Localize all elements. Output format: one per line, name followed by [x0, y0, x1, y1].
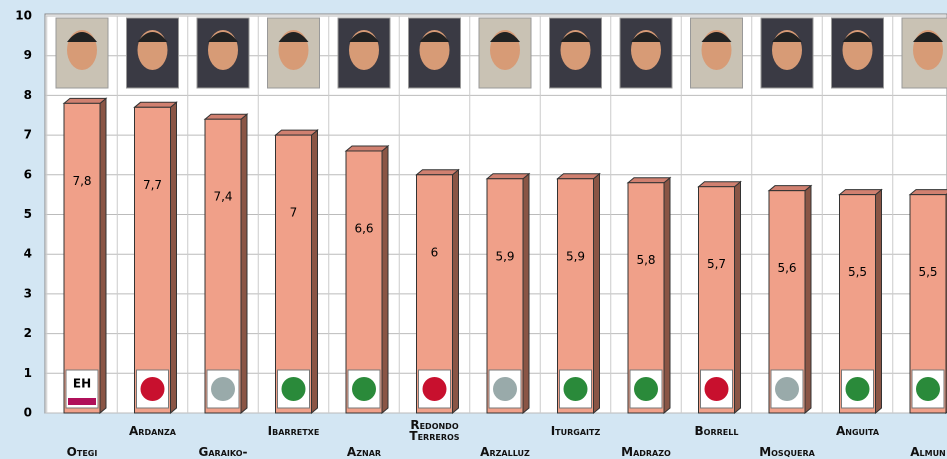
party-logo-mark — [563, 377, 588, 401]
value-label: 5,9 — [566, 249, 585, 263]
x-tick-label: Anguita — [835, 424, 880, 438]
photo-hair — [349, 32, 379, 42]
value-label: 7,7 — [143, 178, 162, 192]
x-tick-label: Madrazo — [621, 445, 671, 459]
photo-hair — [701, 32, 732, 42]
value-label: 5,6 — [777, 261, 796, 275]
x-tick-label: Almun — [910, 445, 946, 459]
bar-side — [170, 101, 177, 415]
y-tick-label: 5 — [24, 207, 32, 221]
bar-top — [415, 169, 460, 176]
bar-side — [240, 113, 248, 415]
value-label: 5,8 — [636, 253, 655, 267]
value-label: 7,4 — [213, 190, 232, 204]
party-logo-mark — [422, 377, 447, 401]
bar-top — [133, 101, 178, 108]
party-logo-mark — [775, 377, 799, 401]
bar-side — [311, 129, 318, 415]
y-tick-label: 2 — [24, 326, 32, 340]
y-tick-label: 0 — [24, 406, 32, 420]
party-logo-text: EH — [73, 377, 91, 391]
photo-hair — [208, 32, 238, 42]
party-logo-mark — [634, 377, 658, 401]
bar-top — [908, 189, 947, 196]
value-label: 7,8 — [72, 174, 91, 188]
x-tick-label: Iturgaitz — [550, 424, 601, 438]
x-tick-label: Ardanza — [129, 424, 176, 438]
x-tick-label: Aznar — [346, 445, 382, 459]
y-tick-label: 7 — [24, 128, 32, 142]
party-logo-mark — [493, 377, 517, 401]
bar — [134, 106, 171, 414]
value-label: 5,5 — [918, 265, 937, 279]
bar-side — [804, 184, 812, 415]
party-logo-mark — [281, 377, 306, 401]
x-tick-label: Arzalluz — [480, 445, 530, 459]
photo-hair — [67, 32, 97, 42]
y-tick-label: 10 — [15, 9, 32, 23]
photo-hair — [560, 32, 591, 42]
y-tick-label: 4 — [24, 247, 32, 261]
value-label: 6 — [431, 245, 439, 259]
x-tick-label: Mosquera — [759, 445, 815, 459]
photo-hair — [137, 32, 168, 42]
photo-hair — [419, 32, 450, 42]
y-tick-label: 8 — [24, 88, 32, 102]
bar-top — [62, 97, 108, 104]
candidate-photo — [690, 17, 743, 89]
y-tick-label: 3 — [24, 286, 32, 300]
bar-top — [203, 113, 249, 120]
bar-top — [767, 185, 813, 192]
party-logo-mark — [704, 377, 729, 401]
bar-side — [381, 144, 389, 415]
bar-side — [734, 180, 741, 415]
photo-hair — [490, 32, 520, 42]
x-tick-label: Otegi — [66, 445, 98, 459]
photo-hair — [772, 32, 802, 42]
bar-top — [556, 173, 601, 180]
y-tick-label: 6 — [24, 167, 32, 181]
bar-side — [99, 97, 107, 415]
bar-side — [522, 172, 530, 415]
bar-top — [697, 181, 742, 188]
value-label: 5,7 — [707, 257, 726, 271]
value-label: 6,6 — [354, 221, 373, 235]
bar-top — [485, 173, 531, 180]
bar — [345, 150, 383, 414]
bar-top — [626, 177, 672, 184]
y-tick-label: 9 — [24, 48, 32, 62]
photo-hair — [631, 32, 661, 42]
party-logo-mark — [352, 377, 376, 401]
bar-side — [875, 188, 882, 415]
party-logo-mark — [140, 377, 165, 401]
bar-top — [838, 189, 883, 196]
photo-hair — [913, 32, 943, 42]
x-tick-label: Borrell — [694, 424, 739, 438]
bar-side — [593, 172, 600, 415]
party-logo-band — [68, 398, 96, 405]
x-tick-label: Redondo Terreros — [409, 418, 460, 443]
party-logo-mark — [845, 377, 870, 401]
value-label: 5,9 — [495, 249, 514, 263]
value-label: 5,5 — [848, 265, 867, 279]
x-tick-label: Ibarretxe — [267, 424, 320, 438]
x-tick-label: Garaiko- — [198, 445, 248, 459]
photo-hair — [842, 32, 873, 42]
bar-side — [663, 176, 671, 415]
party-logo-mark — [916, 377, 940, 401]
y-tick-label: 1 — [24, 366, 32, 380]
photo-hair — [278, 32, 309, 42]
bar-top — [274, 129, 319, 136]
bar-side — [452, 168, 459, 415]
bar — [63, 102, 101, 414]
value-label: 7 — [290, 206, 298, 220]
bar — [204, 118, 242, 414]
bar — [275, 134, 312, 414]
party-logo-mark — [211, 377, 235, 401]
bar-top — [344, 145, 390, 152]
